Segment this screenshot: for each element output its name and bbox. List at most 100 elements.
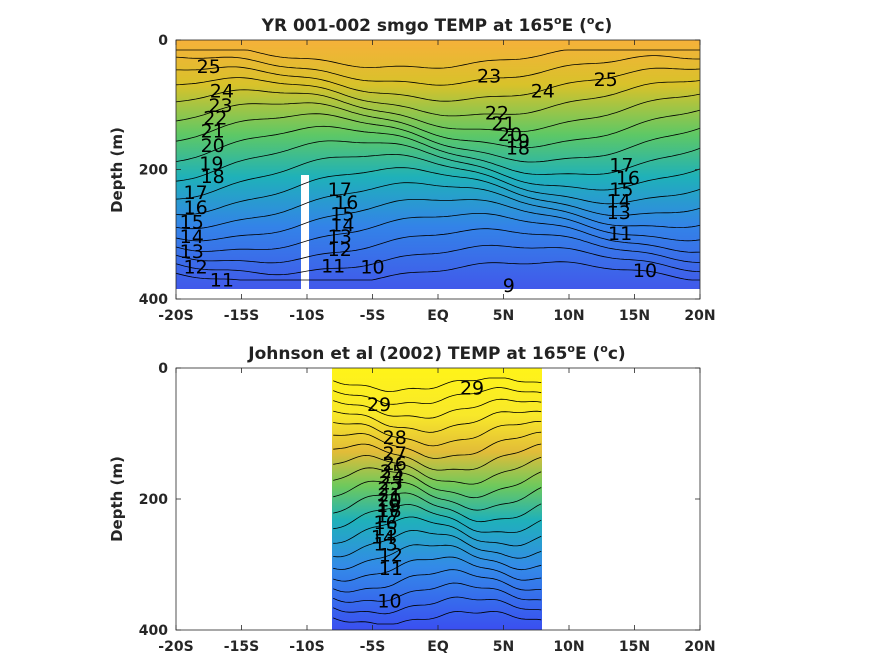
top-missing-data-column (301, 175, 309, 300)
contour-label: 15 (330, 204, 354, 226)
contour-line-26 (333, 410, 542, 433)
contour-label: 17 (328, 179, 352, 201)
contour-label: 17 (184, 182, 208, 204)
contour-label: 24 (380, 467, 404, 489)
contour-label: 22 (203, 108, 227, 130)
x-tick-label: 10N (553, 308, 584, 324)
contour-label: 16 (334, 192, 358, 214)
top-contour-panel: YR 001-002 smgo TEMP at 165oE (oc) 25 24 2… (108, 14, 716, 324)
contour-line-16 (175, 153, 701, 205)
top-contour-lines (175, 49, 701, 281)
x-tick-label: -5S (360, 639, 386, 655)
bottom-temperature-field (332, 368, 542, 630)
contour-line-19 (175, 113, 701, 163)
contour-label: 14 (180, 226, 204, 248)
contour-line-13 (175, 199, 701, 242)
contour-label: 11 (608, 223, 632, 245)
bottom-contour-labels: 29 29 282726252423222120191817161514131211… (367, 378, 484, 613)
y-tick-label: 400 (139, 292, 168, 308)
contour-label: 25 (197, 56, 221, 78)
contour-label: 21 (377, 484, 401, 506)
contour-label: 13 (374, 534, 398, 556)
top-chart-title: YR 001-002 smgo TEMP at 165oE (oc) (261, 14, 613, 36)
contour-line-14 (333, 556, 542, 582)
contour-line-23 (176, 66, 701, 102)
contour-label: 14 (330, 215, 354, 237)
contour-label: 12 (379, 545, 403, 567)
contour-line-18 (175, 125, 701, 175)
contour-label: 22 (485, 103, 509, 125)
x-tick-label: 5N (493, 308, 514, 324)
contour-label: 14 (371, 526, 395, 548)
contour-label: 15 (609, 179, 633, 201)
x-tick-label: EQ (427, 308, 449, 324)
x-tick-label: -10S (289, 308, 324, 324)
contour-line-21 (333, 467, 542, 499)
contour-label: 16 (184, 197, 208, 219)
contour-label: 9 (503, 275, 515, 297)
contour-label: 14 (607, 191, 631, 213)
x-tick-label: 20N (684, 308, 715, 324)
contour-label: 29 (367, 394, 391, 416)
bottom-chart-title: Johnson et al (2002) TEMP at 165oE (oc) (247, 342, 625, 364)
y-tick-label: 200 (139, 163, 168, 179)
contour-label: 24 (210, 81, 234, 103)
x-tick-label: EQ (427, 639, 449, 655)
contour-line-21 (175, 89, 701, 133)
contour-label: 11 (210, 270, 234, 292)
contour-line-25 (176, 49, 700, 69)
contour-label: 13 (607, 202, 631, 224)
contour-line-22 (175, 77, 701, 117)
x-tick-label: -5S (360, 308, 386, 324)
x-tick-label: -20S (158, 639, 193, 655)
contour-label: 15 (180, 211, 204, 233)
contour-line-17 (175, 140, 701, 191)
contour-line-27 (333, 398, 542, 419)
contour-line-28 (333, 387, 542, 405)
contour-label: 20 (498, 124, 522, 146)
contour-label: 19 (506, 130, 530, 152)
contour-line-12 (175, 213, 701, 253)
contour-line-20 (175, 102, 701, 149)
contour-label: 27 (383, 443, 407, 465)
contour-label: 25 (380, 461, 404, 483)
contour-label: 12 (184, 257, 208, 279)
contour-line-23 (333, 443, 542, 471)
x-tick-label: 10N (553, 639, 584, 655)
contour-label: 25 (594, 69, 618, 91)
y-tick-label: 0 (158, 33, 168, 49)
contour-label: 29 (460, 378, 484, 400)
bottom-contour-lines (333, 377, 542, 625)
contour-line-20 (333, 480, 542, 511)
contour-label: 17 (609, 154, 633, 176)
y-tick-label: 0 (158, 361, 168, 377)
contour-label: 17 (376, 505, 400, 527)
contour-line-29 (333, 377, 542, 393)
contour-label: 11 (321, 255, 345, 277)
x-tick-label: 15N (619, 639, 650, 655)
contour-label: 15 (374, 518, 398, 540)
contour-label: 13 (180, 241, 204, 263)
contour-line-9 (175, 261, 700, 281)
contour-line-22 (333, 454, 542, 485)
x-tick-label: 5N (493, 639, 514, 655)
contour-label: 19 (376, 495, 400, 517)
x-tick-label: -10S (289, 639, 324, 655)
y-tick-label: 400 (139, 623, 168, 639)
contour-label: 23 (379, 473, 403, 495)
contour-line-25 (333, 420, 542, 447)
x-tick-label: -15S (224, 308, 259, 324)
contour-line-12 (333, 582, 542, 603)
bottom-y-axis-label: Depth (m) (108, 456, 126, 542)
contour-line-16 (333, 529, 542, 559)
contour-line-15 (333, 544, 542, 571)
top-y-axis-label: Depth (m) (108, 127, 126, 213)
contour-label: 13 (328, 226, 352, 248)
top-y-ticks: 0 200 400 (139, 33, 700, 308)
contour-line-19 (333, 492, 542, 523)
contour-label: 18 (506, 137, 530, 159)
contour-line-24 (175, 55, 700, 86)
contour-label: 10 (360, 257, 384, 279)
contour-label: 18 (201, 166, 225, 188)
